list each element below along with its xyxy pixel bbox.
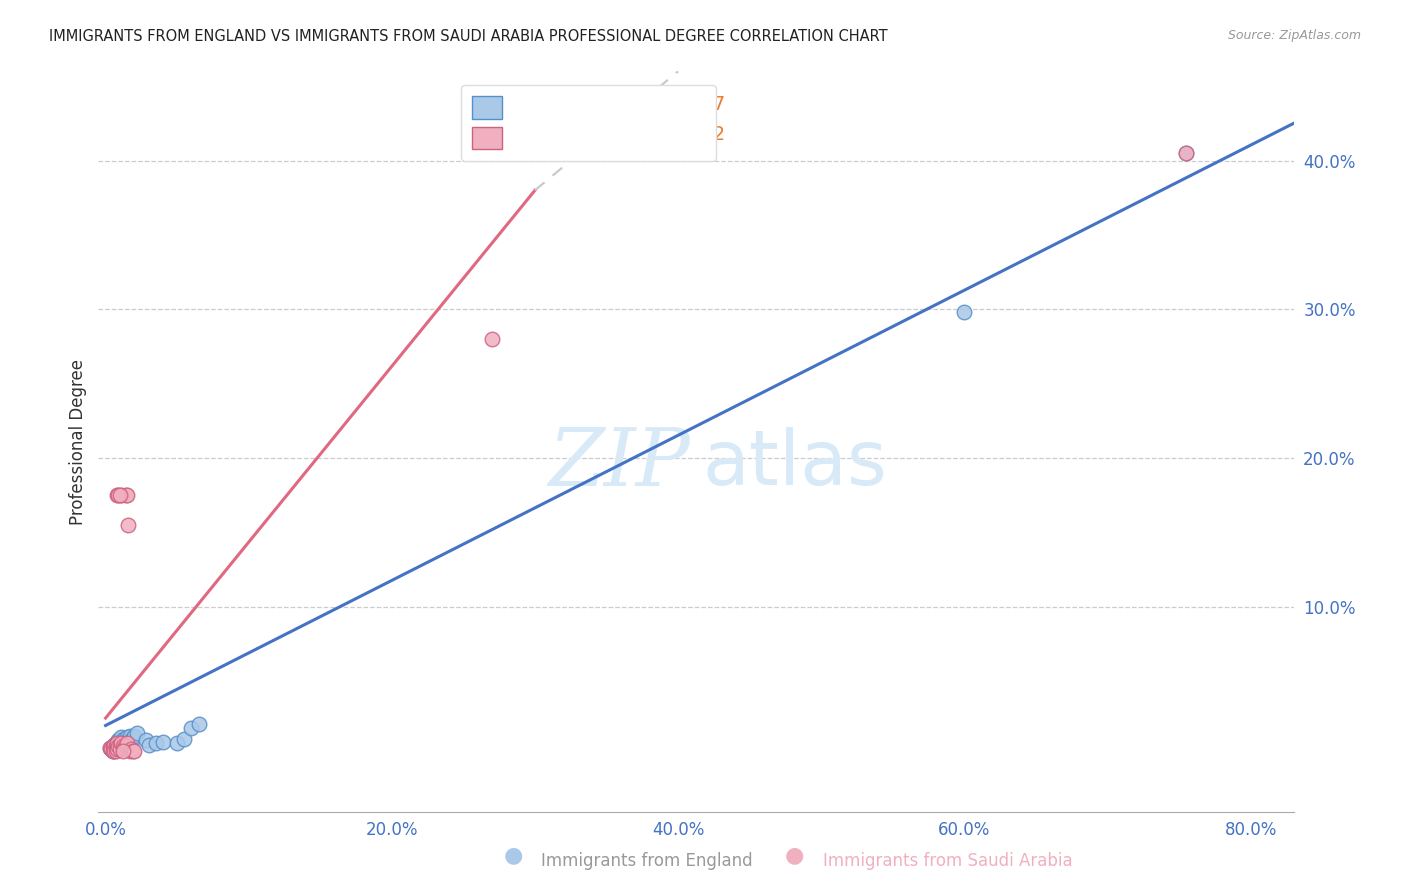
Point [105,742,128,756]
Point [103,738,125,752]
Point [138,738,160,752]
Text: IMMIGRANTS FROM ENGLAND VS IMMIGRANTS FROM SAUDI ARABIA PROFESSIONAL DEGREE CORR: IMMIGRANTS FROM ENGLAND VS IMMIGRANTS FR… [49,29,887,44]
Point [103,738,125,752]
Point [112,731,135,746]
Point [104,740,127,755]
Point [145,736,167,750]
Point [122,744,145,758]
Point [115,736,138,750]
Point [107,488,129,502]
Point [111,733,134,747]
Point [120,742,142,756]
Point [115,488,138,502]
Point [100,742,122,756]
Point [107,738,129,752]
Text: Immigrants from England: Immigrants from England [541,852,754,870]
Point [112,740,135,755]
Text: Immigrants from Saudi Arabia: Immigrants from Saudi Arabia [823,852,1073,870]
Point [110,731,132,745]
Point [135,733,157,747]
Point [1175,146,1198,161]
Point [104,738,127,752]
Point [953,305,976,319]
Text: N = 32: N = 32 [657,125,724,144]
Point [152,735,174,749]
Point [111,739,134,754]
Point [114,739,136,754]
Point [108,731,131,746]
Point [173,731,195,746]
Point [110,736,132,750]
Point [111,744,134,758]
Point [108,488,131,502]
Point [101,744,124,758]
Text: atlas: atlas [702,426,887,500]
Point [110,735,132,749]
Point [103,742,125,756]
Point [105,739,128,754]
Point [118,744,141,758]
Point [121,744,143,758]
Text: ZIP: ZIP [548,425,690,502]
Text: R = 0.764: R = 0.764 [519,125,617,144]
Point [110,488,132,502]
Point [125,726,148,740]
Point [107,739,129,754]
Point [115,731,138,745]
Point [117,733,139,747]
Point [105,736,128,750]
Point [98,740,121,755]
Point [117,517,139,532]
Point [481,332,503,346]
Point [101,739,124,754]
Point [120,733,142,747]
Point [111,739,134,754]
Point [118,729,141,743]
Point [121,731,143,746]
Text: ●: ● [785,846,804,865]
Point [104,736,127,750]
Point [187,717,209,731]
Point [101,744,124,758]
Point [114,735,136,749]
Point [107,733,129,747]
Point [1175,146,1198,161]
Text: ●: ● [503,846,523,865]
Text: Source: ZipAtlas.com: Source: ZipAtlas.com [1227,29,1361,42]
Point [166,736,188,750]
Y-axis label: Professional Degree: Professional Degree [69,359,87,524]
Point [108,742,131,756]
Point [104,744,127,758]
Point [98,740,121,755]
Point [108,736,131,750]
Point [103,744,125,758]
Point [105,735,128,749]
Point [114,488,136,502]
Point [180,722,202,736]
Text: R = 0.742: R = 0.742 [519,95,617,114]
Point [100,742,122,756]
Point [122,729,145,743]
Point [101,739,124,754]
Point [108,738,131,752]
Text: N = 37: N = 37 [657,95,724,114]
Point [105,488,128,502]
Legend: R = 0.742    N = 37, R = 0.764    N = 32: R = 0.742 N = 37, R = 0.764 N = 32 [461,85,716,161]
